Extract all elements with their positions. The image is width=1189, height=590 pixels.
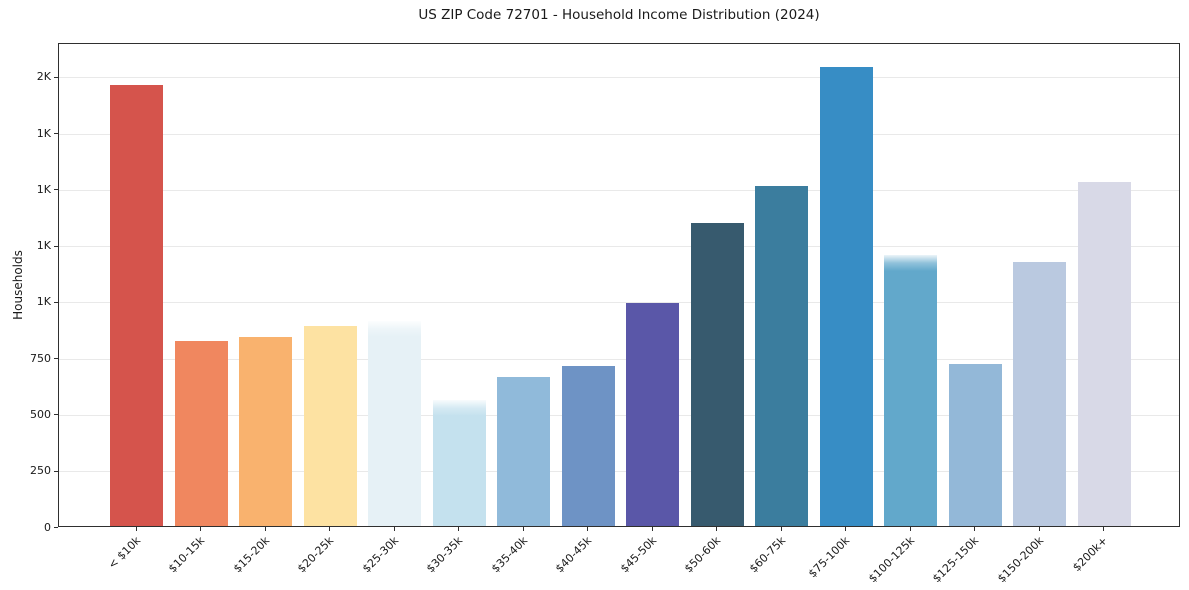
x-tick-label: $20-25k [294,534,337,576]
plot-area [58,43,1180,527]
y-tick-mark [54,189,58,191]
x-tick-mark [974,527,975,531]
y-tick-label: 500 [30,407,51,421]
gridline [59,246,1179,248]
x-tick-mark [135,527,137,531]
bar [755,186,808,526]
y-tick-mark [54,358,58,360]
x-tick-label: $125-150k [930,534,982,586]
x-tick-mark [587,527,588,531]
y-tick-label: 1K [36,295,51,309]
gridline [59,471,1179,473]
bar [239,336,292,526]
y-tick-label: 1K [36,126,51,140]
gridline [59,414,1179,416]
bar [497,377,550,526]
x-tick-mark [329,527,330,531]
bar [626,303,679,526]
x-tick-label: $60-75k [746,534,788,576]
x-tick-label: $200k+ [1070,534,1111,575]
x-tick-mark [393,527,395,531]
bar [1013,261,1066,526]
bar [110,84,163,526]
x-tick-mark [200,527,201,531]
x-tick-mark [780,527,782,531]
x-tick-label: $10-15k [165,534,208,576]
x-tick-mark [264,527,266,531]
x-tick-label: $15-20k [230,534,272,576]
bar [1077,181,1131,526]
bar [368,321,421,526]
bar [561,366,615,526]
bar [690,223,744,526]
x-tick-label: $75-100k [805,534,853,581]
x-tick-mark [651,527,653,531]
y-tick-mark [54,245,58,247]
y-tick-mark [54,470,58,472]
bar [432,399,486,526]
y-tick-label: 2K [36,70,51,84]
x-tick-label: $35-40k [488,534,530,576]
gridline [59,358,1179,360]
x-tick-label: $50-60k [681,534,724,576]
x-tick-label: $25-30k [359,534,401,576]
y-axis-label: Households [11,250,25,320]
x-tick-mark [1103,527,1104,531]
x-tick-mark [909,527,911,531]
gridline [59,189,1179,191]
gridline [59,302,1179,304]
bar [948,363,1002,526]
x-tick-label: $45-50k [617,534,659,576]
x-tick-label: $100-125k [865,534,917,586]
gridline [59,133,1179,135]
x-tick-mark [1038,527,1040,531]
x-tick-label: $30-35k [423,534,466,576]
chart-title: US ZIP Code 72701 - Household Income Dis… [418,7,820,23]
x-tick-label: $150-200k [994,534,1046,586]
x-tick-mark [522,527,524,531]
y-tick-mark [54,527,58,528]
y-tick-label: 1K [36,182,51,196]
x-tick-label: $40-45k [552,534,595,576]
bar [303,325,357,526]
x-tick-mark [716,527,717,531]
bar [884,254,937,526]
bar [819,66,873,526]
x-tick-mark [845,527,846,531]
y-tick-mark [54,301,58,303]
y-tick-label: 0 [44,520,51,534]
y-tick-mark [54,76,58,78]
y-tick-mark [54,133,58,135]
y-tick-label: 250 [30,464,51,478]
gridline [59,77,1179,79]
y-tick-label: 1K [36,239,51,253]
y-tick-label: 750 [30,351,51,365]
y-tick-mark [54,414,58,416]
bar [174,341,228,526]
x-tick-mark [458,527,459,531]
x-tick-label: < $10k [105,534,143,572]
